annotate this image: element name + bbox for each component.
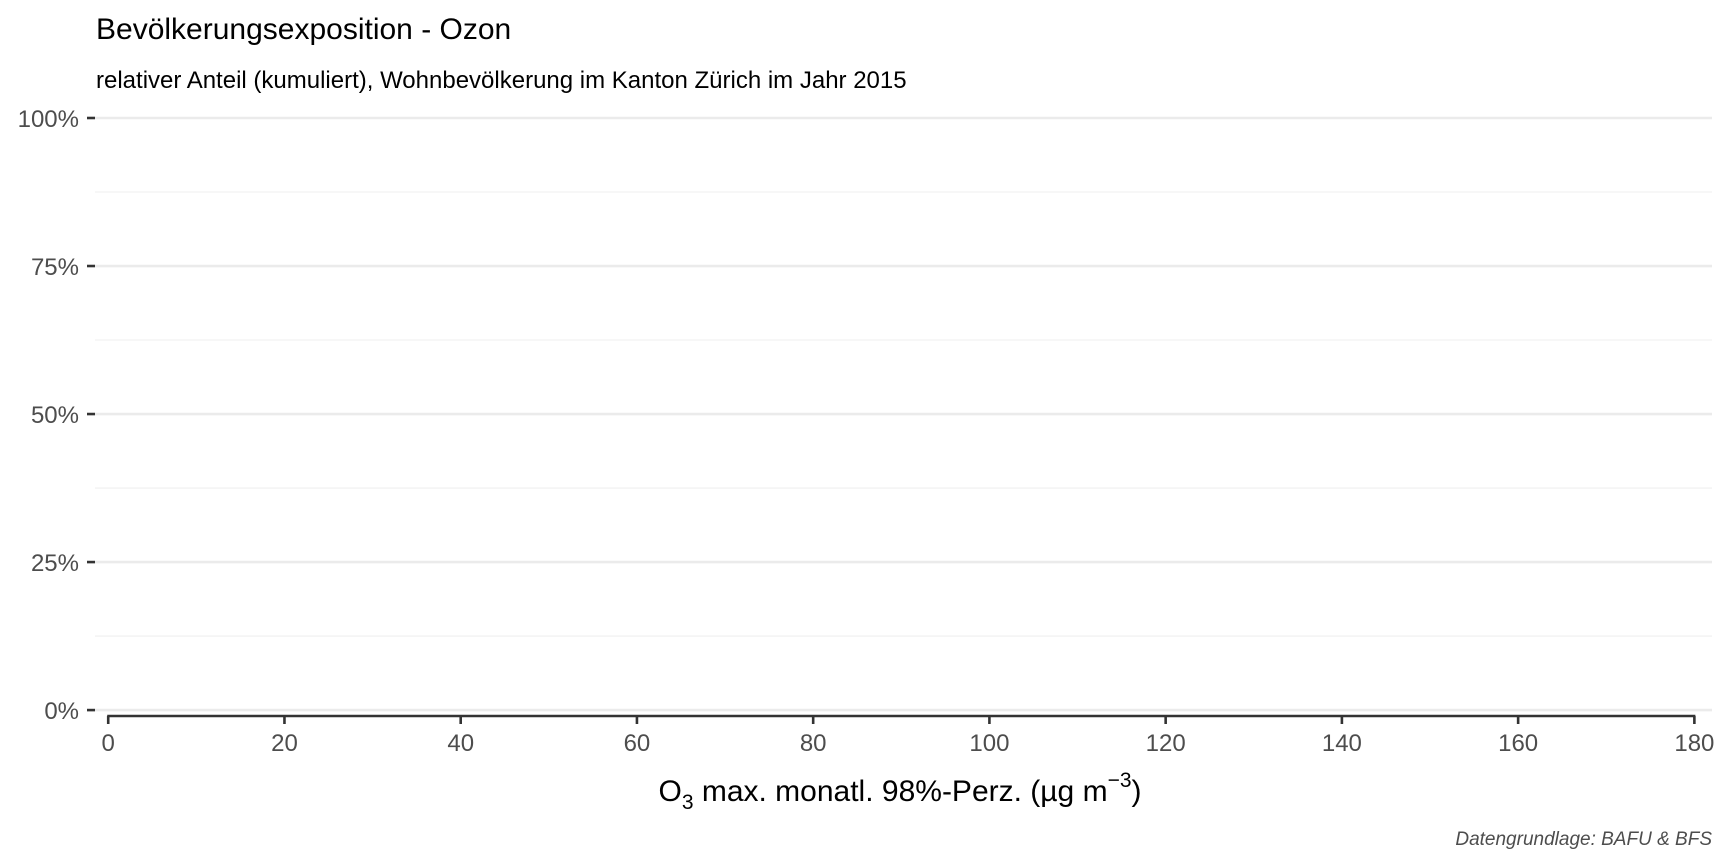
- x-axis-title-text: max. monatl. 98%-Perz. (µg m: [694, 775, 1108, 808]
- x-axis-title-base: O: [658, 775, 681, 808]
- y-axis: 0% 25% 50% 75% 100%: [18, 106, 95, 725]
- grid: [95, 116, 1712, 712]
- caption: Datengrundlage: BAFU & BFS: [1455, 829, 1712, 850]
- x-axis-title-subscript: 3: [682, 791, 694, 814]
- chart-title: Bevölkerungsexposition - Ozon: [96, 13, 511, 46]
- x-tick-label: 140: [1322, 730, 1362, 757]
- y-tick-label: 0%: [44, 698, 79, 725]
- x-tick-label: 100: [969, 730, 1009, 757]
- y-tick-label: 100%: [18, 106, 79, 133]
- y-tick-label: 25%: [31, 550, 79, 577]
- x-tick-label: 0: [102, 730, 115, 757]
- x-tick-label: 80: [800, 730, 827, 757]
- x-tick-label: 160: [1498, 730, 1538, 757]
- x-tick-label: 120: [1146, 730, 1186, 757]
- x-tick-label: 60: [624, 730, 651, 757]
- chart-subtitle: relativer Anteil (kumuliert), Wohnbevölk…: [96, 67, 907, 94]
- x-axis-title: O3 max. monatl. 98%-Perz. (µg m−3): [658, 769, 1141, 814]
- x-axis: 0 20 40 60 80 100 120 140 160 180: [102, 714, 1714, 757]
- x-tick-label: 180: [1674, 730, 1714, 757]
- y-tick-label: 50%: [31, 402, 79, 429]
- x-tick-label: 20: [271, 730, 298, 757]
- x-tick-label: 40: [447, 730, 474, 757]
- x-axis-title-superscript: −3: [1108, 769, 1132, 792]
- x-axis-title-close: ): [1132, 775, 1142, 808]
- y-tick-label: 75%: [31, 254, 79, 281]
